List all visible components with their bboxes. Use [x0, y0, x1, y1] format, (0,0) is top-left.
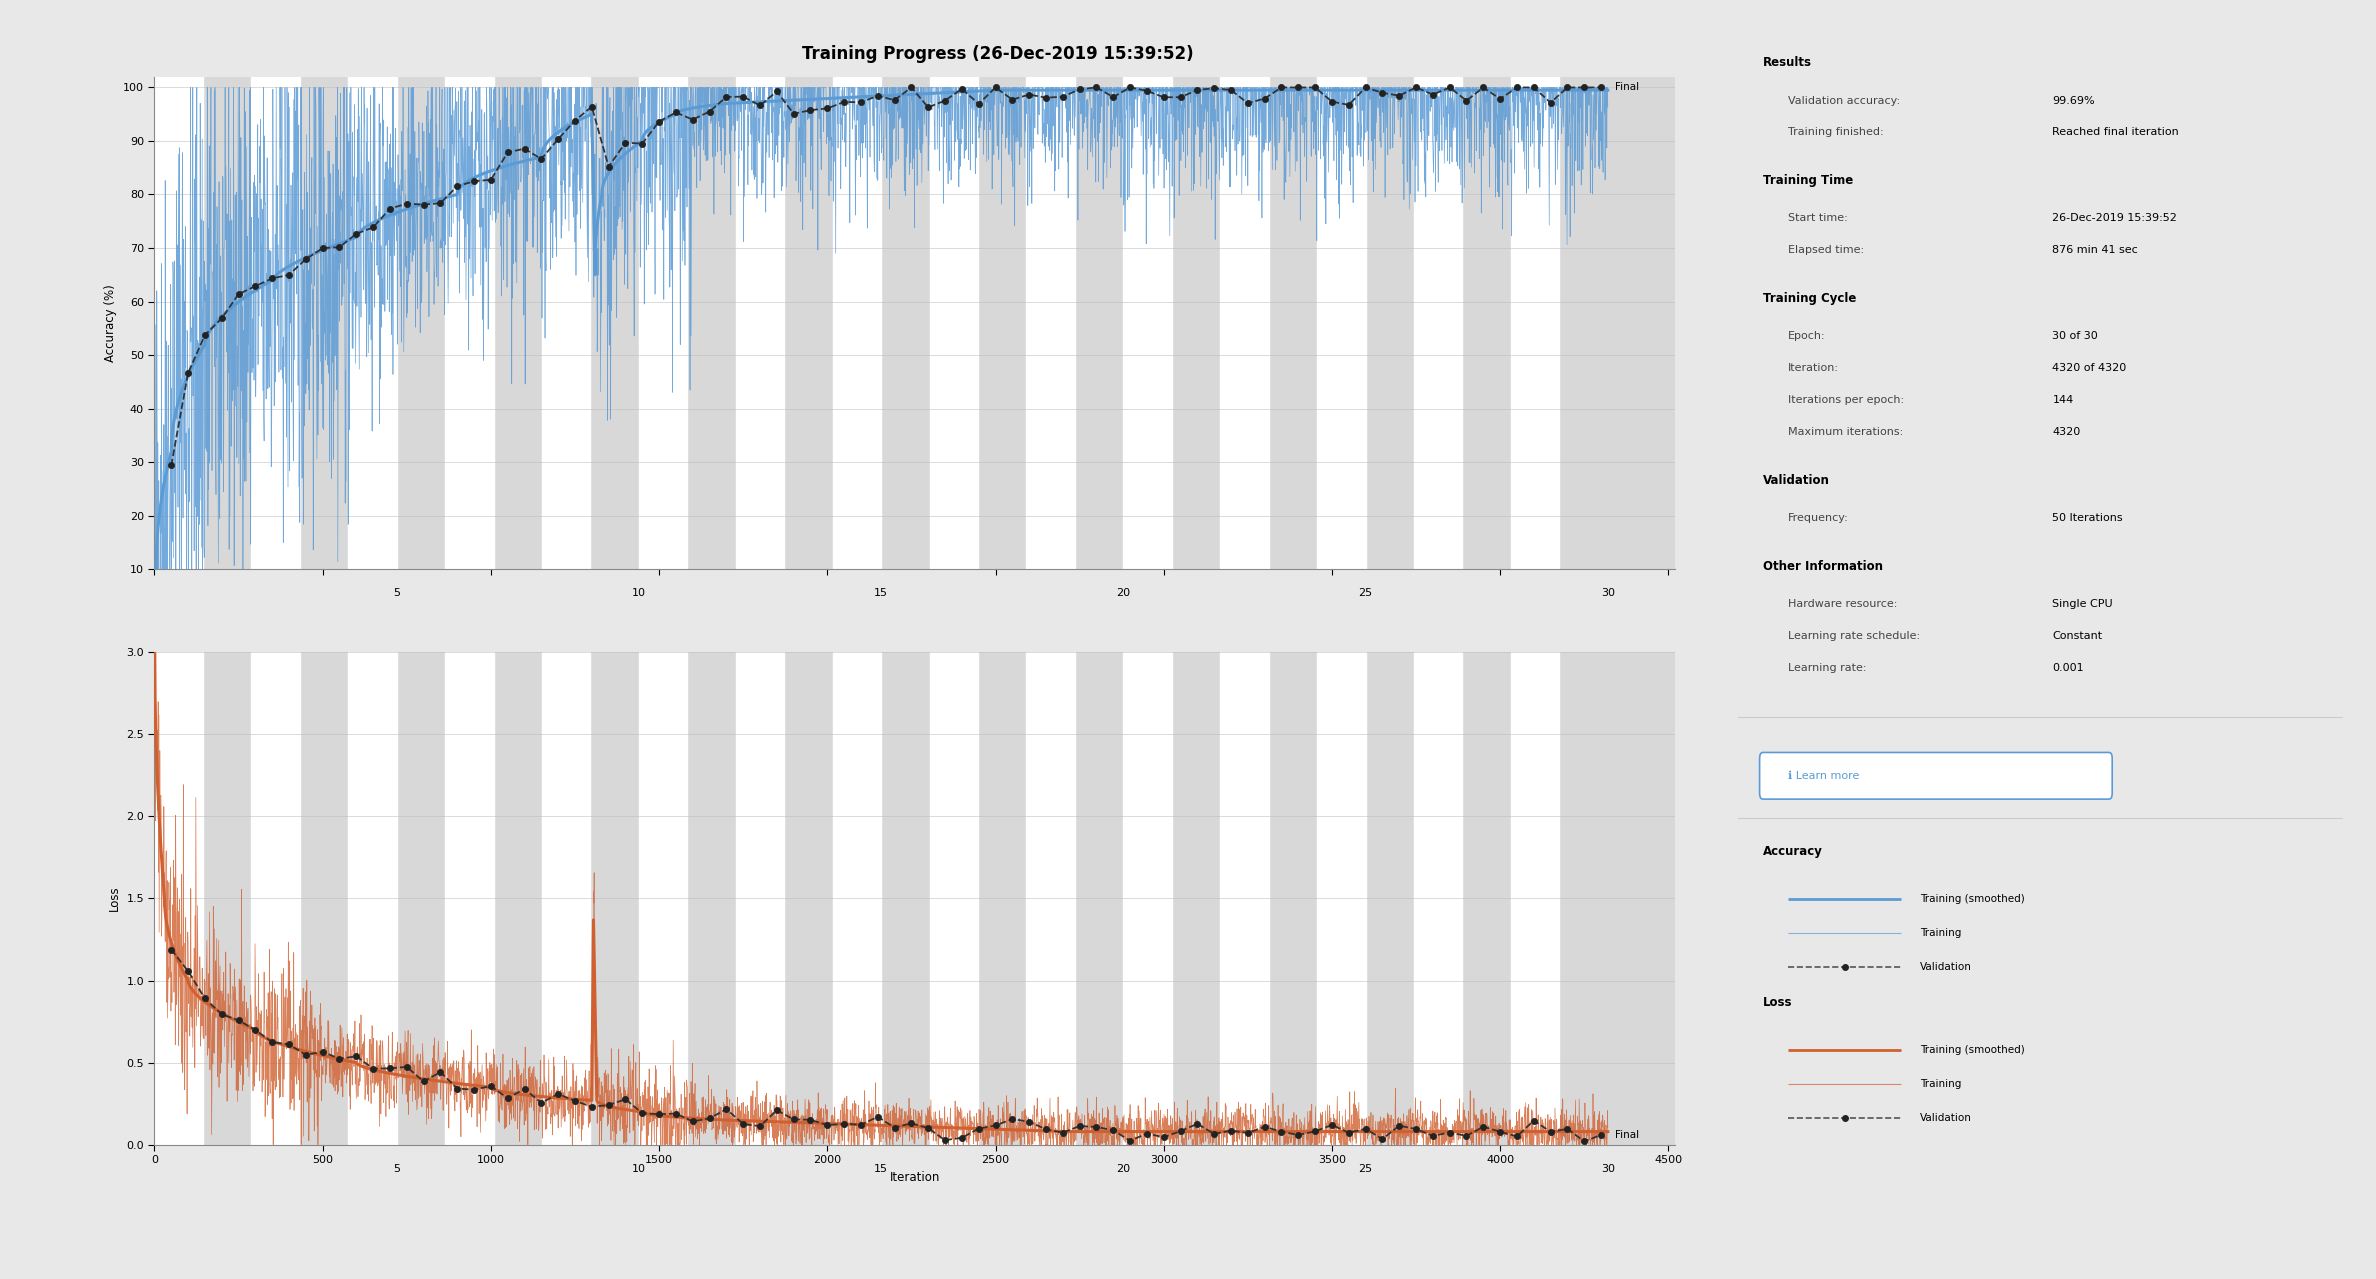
Text: 5: 5	[392, 1164, 399, 1174]
Bar	[1414, 77, 1464, 569]
Text: 99.69%: 99.69%	[2053, 96, 2096, 106]
Text: Accuracy: Accuracy	[1763, 844, 1822, 857]
Text: Training (smoothed): Training (smoothed)	[1920, 1045, 2024, 1055]
Text: Final: Final	[1616, 82, 1639, 92]
Text: Training: Training	[1920, 1079, 1963, 1088]
Bar	[1221, 652, 1269, 1145]
Text: 4320: 4320	[2053, 427, 2081, 437]
Text: Iteration:: Iteration:	[1787, 363, 1839, 373]
Text: Elapsed time:: Elapsed time:	[1787, 246, 1865, 256]
Text: 10: 10	[632, 588, 646, 597]
Text: 876 min 41 sec: 876 min 41 sec	[2053, 246, 2138, 256]
Text: 0.001: 0.001	[2053, 663, 2084, 673]
Text: 15: 15	[874, 588, 889, 597]
Text: Iterations per epoch:: Iterations per epoch:	[1787, 395, 1903, 405]
Bar	[542, 652, 592, 1145]
Bar	[832, 652, 881, 1145]
Bar	[1026, 77, 1074, 569]
Text: Training: Training	[1920, 929, 1963, 938]
Text: 25: 25	[1359, 588, 1373, 597]
Bar	[154, 77, 202, 569]
Bar	[639, 77, 687, 569]
Bar	[349, 77, 397, 569]
Text: Reached final iteration: Reached final iteration	[2053, 128, 2179, 137]
Bar	[929, 652, 979, 1145]
Bar	[1316, 652, 1366, 1145]
Bar	[832, 77, 881, 569]
Bar	[1511, 652, 1559, 1145]
Text: Constant: Constant	[2053, 631, 2103, 641]
Text: Final: Final	[1616, 1129, 1639, 1140]
X-axis label: Iteration: Iteration	[889, 1170, 941, 1183]
Text: Training Time: Training Time	[1763, 174, 1853, 187]
Bar	[349, 652, 397, 1145]
Text: 144: 144	[2053, 395, 2074, 405]
Text: Validation: Validation	[1920, 962, 1972, 972]
Text: Training finished:: Training finished:	[1787, 128, 1884, 137]
Text: Hardware resource:: Hardware resource:	[1787, 599, 1898, 609]
Bar	[1316, 77, 1366, 569]
Bar	[252, 652, 299, 1145]
Text: Results: Results	[1763, 56, 1813, 69]
Text: 25: 25	[1359, 1164, 1373, 1174]
Text: 20: 20	[1117, 1164, 1131, 1174]
Bar	[252, 77, 299, 569]
Bar	[444, 652, 494, 1145]
Bar	[1414, 652, 1464, 1145]
Text: Frequency:: Frequency:	[1787, 513, 1849, 523]
Bar	[1124, 652, 1171, 1145]
Text: 5: 5	[392, 588, 399, 597]
Text: Validation: Validation	[1763, 473, 1830, 487]
Text: 20: 20	[1117, 588, 1131, 597]
Text: 30: 30	[1601, 1164, 1616, 1174]
FancyBboxPatch shape	[1761, 752, 2112, 799]
Text: Validation accuracy:: Validation accuracy:	[1787, 96, 1901, 106]
Text: Single CPU: Single CPU	[2053, 599, 2112, 609]
Text: 15: 15	[874, 1164, 889, 1174]
Y-axis label: Loss: Loss	[107, 885, 121, 912]
Bar	[929, 77, 979, 569]
Text: 50 Iterations: 50 Iterations	[2053, 513, 2124, 523]
Text: 30: 30	[1601, 588, 1616, 597]
Bar	[1511, 77, 1559, 569]
Text: 26-Dec-2019 15:39:52: 26-Dec-2019 15:39:52	[2053, 214, 2176, 224]
Y-axis label: Accuracy (%): Accuracy (%)	[105, 284, 116, 362]
Text: Training Progress (26-Dec-2019 15:39:52): Training Progress (26-Dec-2019 15:39:52)	[803, 45, 1193, 63]
Text: Epoch:: Epoch:	[1787, 331, 1825, 341]
Text: Other Information: Other Information	[1763, 560, 1882, 573]
Bar	[154, 652, 202, 1145]
Bar	[444, 77, 494, 569]
Text: 30 of 30: 30 of 30	[2053, 331, 2098, 341]
Text: Start time:: Start time:	[1787, 214, 1849, 224]
Bar	[737, 77, 784, 569]
Bar	[1026, 652, 1074, 1145]
Text: Learning rate:: Learning rate:	[1787, 663, 1868, 673]
Text: Training Cycle: Training Cycle	[1763, 292, 1856, 304]
Text: Maximum iterations:: Maximum iterations:	[1787, 427, 1903, 437]
Text: Validation: Validation	[1920, 1113, 1972, 1123]
Text: Learning rate schedule:: Learning rate schedule:	[1787, 631, 1920, 641]
Text: ℹ Learn more: ℹ Learn more	[1787, 771, 1860, 780]
Bar	[639, 652, 687, 1145]
Bar	[1221, 77, 1269, 569]
Text: 4320 of 4320: 4320 of 4320	[2053, 363, 2127, 373]
Bar	[542, 77, 592, 569]
Text: Training (smoothed): Training (smoothed)	[1920, 894, 2024, 903]
Bar	[737, 652, 784, 1145]
Text: Loss: Loss	[1763, 995, 1792, 1009]
Text: 10: 10	[632, 1164, 646, 1174]
Bar	[1124, 77, 1171, 569]
